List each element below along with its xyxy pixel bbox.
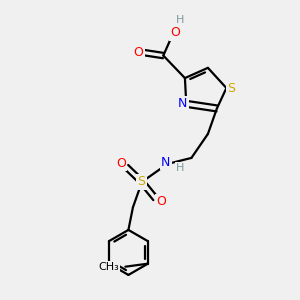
Text: O: O (170, 26, 180, 39)
Text: S: S (137, 176, 145, 188)
Text: H: H (176, 164, 184, 173)
Text: O: O (157, 195, 166, 208)
Text: CH₃: CH₃ (98, 262, 119, 272)
Text: O: O (116, 157, 126, 170)
Text: O: O (134, 46, 143, 59)
Text: N: N (178, 98, 188, 110)
Text: S: S (227, 82, 235, 94)
Text: N: N (161, 156, 171, 169)
Text: H: H (176, 15, 184, 25)
